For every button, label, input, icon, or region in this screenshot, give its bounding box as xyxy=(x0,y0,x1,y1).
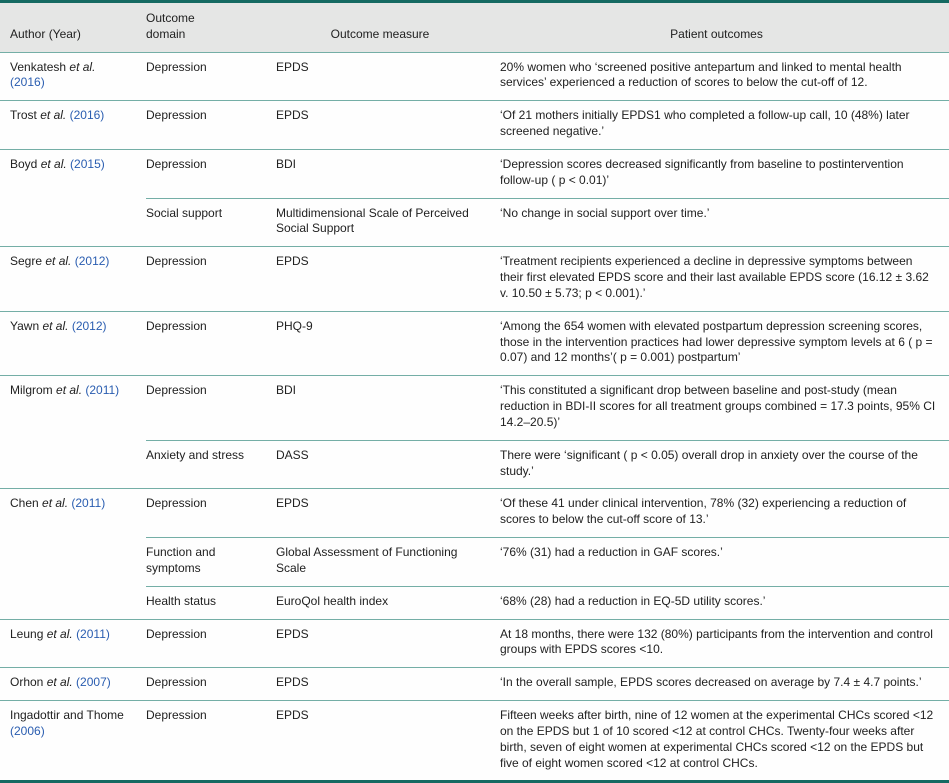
domain-cell: Depression xyxy=(146,667,276,701)
header-patient-outcomes: Patient outcomes xyxy=(500,1,949,53)
outcome-cell: 20% women who ‘screened positive antepar… xyxy=(500,51,949,101)
author-cell: Leung et al. (2011) xyxy=(0,618,146,668)
author-cell: Ingadottir and Thome (2006) xyxy=(0,700,146,782)
domain-cell: Health status xyxy=(146,585,276,620)
year-reference-link[interactable]: (2015) xyxy=(70,156,105,171)
measure-cell: EPDS xyxy=(276,488,500,538)
domain-cell: Depression xyxy=(146,310,276,376)
table-row: Boyd et al. (2015) Depression BDI ‘Depressi… xyxy=(0,148,949,247)
table-row: Segre et al. (2012) Depression EPDS ‘Treatm… xyxy=(0,246,949,312)
table-row: Orhon et al. (2007) Depression EPDS ‘In the… xyxy=(0,667,949,701)
year-reference-link[interactable]: (2011) xyxy=(71,496,106,511)
domain-cell: Depression xyxy=(146,375,276,441)
table-row: Milgrom et al. (2011) Depression BDI ‘This … xyxy=(0,375,949,489)
measure-cell: EuroQol health index xyxy=(276,585,500,620)
measure-cell: DASS xyxy=(276,439,500,489)
year-reference-link[interactable]: (2012) xyxy=(71,318,107,333)
table-row: Chen et al. (2011) Depression EPDS ‘Of thes… xyxy=(0,488,949,620)
header-author-year: Author (Year) xyxy=(0,1,146,53)
table-row: Venkatesh et al. (2016) Depression EPDS 20%… xyxy=(0,51,949,101)
header-outcome-measure: Outcome measure xyxy=(276,1,500,53)
author-cell: Segre et al. (2012) xyxy=(0,246,146,312)
domain-cell: Depression xyxy=(146,246,276,312)
outcome-cell: ‘Of 21 mothers initially EPDS1 who compl… xyxy=(500,100,949,150)
measure-cell: EPDS xyxy=(276,100,500,150)
table-row: Yawn et al. (2012) Depression PHQ-9 ‘Among … xyxy=(0,310,949,376)
author-cell: Milgrom et al. (2011) xyxy=(0,375,146,489)
author-cell: Trost et al. (2016) xyxy=(0,100,146,150)
table-row: Trost et al. (2016) Depression EPDS ‘Of 21 … xyxy=(0,100,949,150)
measure-cell: BDI xyxy=(276,148,500,199)
measure-cell: BDI xyxy=(276,375,500,441)
outcome-cell: There were ‘significant ( p < 0.05) over… xyxy=(500,439,949,489)
et-al-label: et al. xyxy=(42,496,69,511)
et-al-label: et al. xyxy=(56,383,83,398)
author-cell: Venkatesh et al. (2016) xyxy=(0,51,146,101)
measure-cell: EPDS xyxy=(276,667,500,701)
et-al-label: et al. xyxy=(40,156,67,171)
domain-cell: Depression xyxy=(146,100,276,150)
outcome-cell: ‘Depression scores decreased significant… xyxy=(500,148,949,199)
header-row: Author (Year) Outcome domain Outcome mea… xyxy=(0,1,949,53)
table-row: Health status EuroQol health index ‘68% (2… xyxy=(0,585,949,620)
table-row: Ingadottir and Thome (2006) Depression EPD… xyxy=(0,700,949,782)
table-row: Social support Multidimensional Scale of … xyxy=(0,197,949,247)
table-row: Function and symptoms Global Assessment o… xyxy=(0,537,949,587)
domain-cell: Depression xyxy=(146,618,276,668)
table-header: Author (Year) Outcome domain Outcome mea… xyxy=(0,1,949,53)
outcome-cell: ‘In the overall sample, EPDS scores decr… xyxy=(500,667,949,701)
outcome-cell: ‘Among the 654 women with elevated postp… xyxy=(500,310,949,376)
measure-cell: PHQ-9 xyxy=(276,310,500,376)
domain-cell: Social support xyxy=(146,197,276,247)
measure-cell: EPDS xyxy=(276,246,500,312)
table-row: Leung et al. (2011) Depression EPDS At 18 m… xyxy=(0,618,949,668)
author-cell: Boyd et al. (2015) xyxy=(0,148,146,247)
measure-cell: EPDS xyxy=(276,51,500,101)
et-al-label: et al. xyxy=(40,108,67,123)
domain-cell: Depression xyxy=(146,51,276,101)
year-reference-link[interactable]: (2016) xyxy=(10,75,45,90)
measure-cell: EPDS xyxy=(276,700,500,782)
domain-cell: Depression xyxy=(146,148,276,199)
et-al-label: et al. xyxy=(69,59,96,74)
author-cell: Chen et al. (2011) xyxy=(0,488,146,620)
outcome-cell: ‘76% (31) had a reduction in GAF scores.… xyxy=(500,537,949,587)
outcome-cell: ‘Of these 41 under clinical intervention… xyxy=(500,488,949,538)
table-row: Anxiety and stress DASS There were ‘signif… xyxy=(0,439,949,489)
domain-cell: Function and symptoms xyxy=(146,537,276,587)
measure-cell: Global Assessment of Functioning Scale xyxy=(276,537,500,587)
et-al-label: et al. xyxy=(42,318,69,333)
domain-cell: Depression xyxy=(146,488,276,538)
year-reference-link[interactable]: (2011) xyxy=(85,383,120,398)
outcome-cell: ‘No change in social support over time.’ xyxy=(500,197,949,247)
measure-cell: Multidimensional Scale of Perceived Soci… xyxy=(276,197,500,247)
year-reference-link[interactable]: (2006) xyxy=(10,723,45,738)
year-reference-link[interactable]: (2011) xyxy=(76,626,110,641)
domain-cell: Depression xyxy=(146,700,276,782)
et-al-label: et al. xyxy=(45,254,72,269)
author-cell: Orhon et al. (2007) xyxy=(0,667,146,701)
outcome-cell: ‘This constituted a significant drop bet… xyxy=(500,375,949,441)
header-outcome-domain: Outcome domain xyxy=(146,1,276,53)
outcome-cell: ‘Treatment recipients experienced a decl… xyxy=(500,246,949,312)
year-reference-link[interactable]: (2012) xyxy=(74,254,110,269)
et-al-label: et al. xyxy=(46,626,73,641)
outcome-cell: At 18 months, there were 132 (80%) parti… xyxy=(500,618,949,668)
domain-cell: Anxiety and stress xyxy=(146,439,276,489)
outcome-cell: ‘68% (28) had a reduction in EQ-5D utili… xyxy=(500,585,949,620)
year-reference-link[interactable]: (2007) xyxy=(76,675,111,690)
outcome-cell: Fifteen weeks after birth, nine of 12 wo… xyxy=(500,700,949,782)
outcomes-table-body: Venkatesh et al. (2016) Depression EPDS 20%… xyxy=(0,51,949,782)
year-reference-link[interactable]: (2016) xyxy=(69,108,105,123)
author-cell: Yawn et al. (2012) xyxy=(0,310,146,376)
et-al-label: et al. xyxy=(46,675,73,690)
measure-cell: EPDS xyxy=(276,618,500,668)
